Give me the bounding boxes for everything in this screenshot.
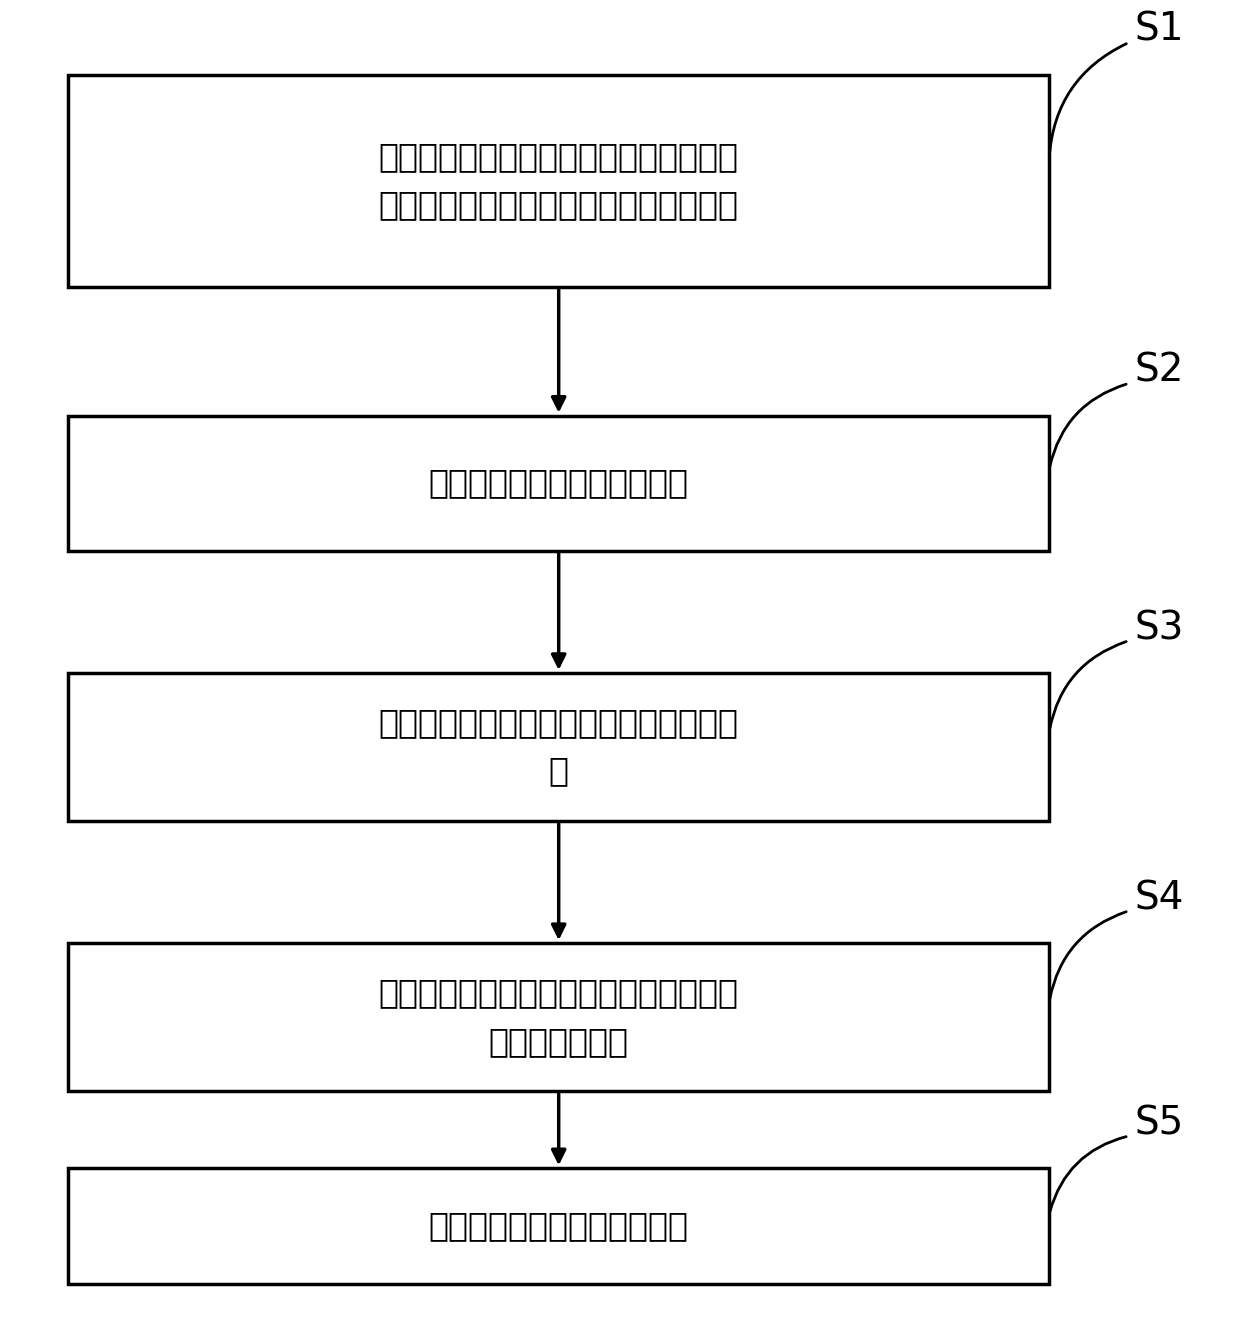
Text: S5: S5 bbox=[1135, 1105, 1184, 1142]
Text: 输入多个细胞免疫荧光影像及多个细胞免
疫荧光图像映射的可提取核抗原检测结果: 输入多个细胞免疫荧光影像及多个细胞免 疫荧光图像映射的可提取核抗原检测结果 bbox=[378, 140, 739, 222]
FancyBboxPatch shape bbox=[68, 415, 1049, 550]
Text: S2: S2 bbox=[1135, 352, 1184, 390]
FancyBboxPatch shape bbox=[68, 673, 1049, 820]
Text: 将可提取核抗原分类结果输出: 将可提取核抗原分类结果输出 bbox=[429, 1209, 688, 1242]
FancyBboxPatch shape bbox=[68, 1168, 1049, 1283]
FancyBboxPatch shape bbox=[68, 943, 1049, 1091]
Text: S1: S1 bbox=[1135, 11, 1184, 49]
Text: S4: S4 bbox=[1135, 880, 1184, 917]
Text: 进行多个卷积神经网络的运算: 进行多个卷积神经网络的运算 bbox=[429, 467, 688, 500]
Text: 输入待测细胞免疫荧光影像，预测可提取
核抗原分类结果: 输入待测细胞免疫荧光影像，预测可提取 核抗原分类结果 bbox=[378, 976, 739, 1058]
Text: S3: S3 bbox=[1135, 609, 1184, 647]
FancyBboxPatch shape bbox=[68, 74, 1049, 287]
Text: 进行分类操作来建立可提取核抗原分类模
型: 进行分类操作来建立可提取核抗原分类模 型 bbox=[378, 706, 739, 787]
